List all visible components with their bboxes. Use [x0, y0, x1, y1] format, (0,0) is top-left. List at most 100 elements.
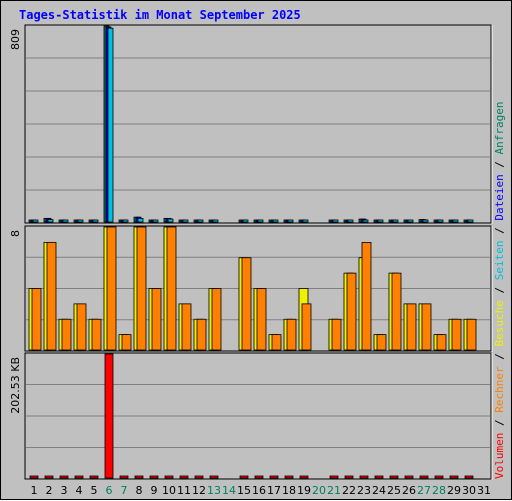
bar-seiten-day-8	[137, 217, 144, 223]
bar-rechner-day-1	[31, 288, 42, 351]
bar-seiten-day-11	[182, 219, 189, 223]
x-tick-label-29: 29	[447, 484, 461, 497]
bar-rechner-day-19	[301, 303, 312, 351]
bar-seiten-day-23	[362, 219, 369, 223]
x-tick-label-24: 24	[372, 484, 386, 497]
bar-seiten-day-12	[197, 219, 204, 223]
legend-besuche: Besuche	[493, 300, 506, 347]
bar-seiten-day-25	[392, 219, 399, 223]
bar-volumen-day-28	[434, 475, 444, 479]
bar-volumen-day-10	[164, 475, 174, 479]
bar-rechner-day-24	[376, 334, 387, 351]
legend-separator: /	[493, 154, 506, 175]
x-tick-label-18: 18	[282, 484, 296, 497]
x-tick-label-12: 12	[192, 484, 206, 497]
bar-seiten-day-17	[272, 219, 279, 223]
legend-seiten: Seiten	[493, 240, 506, 281]
bar-volumen-day-4	[74, 475, 84, 479]
bar-seiten-day-16	[257, 219, 264, 223]
bar-volumen-day-17	[269, 475, 279, 479]
bar-volumen-day-6	[104, 353, 114, 479]
bar-volumen-day-23	[359, 475, 369, 479]
legend-separator: /	[493, 412, 506, 433]
legend-separator: /	[493, 280, 506, 301]
bar-rechner-day-22	[346, 272, 357, 351]
panel-1-ymax-label: 809	[9, 29, 22, 50]
bar-seiten-day-27	[422, 219, 429, 223]
bar-volumen-day-19	[299, 475, 309, 479]
bar-rechner-day-3	[61, 318, 72, 351]
bar-rechner-day-2	[46, 241, 57, 351]
bar-volumen-day-24	[374, 475, 384, 479]
bar-seiten-day-21	[332, 219, 339, 223]
bar-rechner-day-29	[451, 318, 462, 351]
legend-rechner: Rechner	[493, 366, 506, 413]
bar-volumen-day-12	[194, 475, 204, 479]
bar-rechner-day-21	[331, 318, 342, 351]
bar-rechner-day-16	[256, 288, 267, 351]
bar-volumen-day-30	[464, 475, 474, 479]
side-legend: Volumen / Rechner / Besuche / Seiten / D…	[493, 101, 506, 479]
x-tick-label-4: 4	[76, 484, 83, 497]
bar-seiten-day-7	[122, 219, 129, 223]
bar-seiten-day-18	[287, 219, 294, 223]
bar-volumen-day-15	[239, 475, 249, 479]
bar-rechner-day-10	[166, 226, 177, 351]
bar-rechner-day-30	[466, 318, 477, 351]
x-tick-label-15: 15	[237, 484, 251, 497]
x-tick-label-22: 22	[342, 484, 356, 497]
bar-rechner-day-23	[361, 241, 372, 351]
bar-seiten-day-6	[107, 27, 114, 223]
bar-seiten-day-4	[77, 219, 84, 223]
chart-title: Tages-Statistik im Monat September 2025	[19, 8, 301, 22]
x-tick-label-16: 16	[252, 484, 266, 497]
bar-volumen-day-16	[254, 475, 264, 479]
bar-rechner-day-17	[271, 334, 282, 351]
bar-rechner-day-5	[91, 318, 102, 351]
bar-seiten-day-1	[32, 219, 39, 223]
x-tick-label-17: 17	[267, 484, 281, 497]
x-tick-label-3: 3	[61, 484, 68, 497]
bar-volumen-day-8	[134, 475, 144, 479]
x-tick-label-21: 21	[327, 484, 341, 497]
bar-seiten-day-13	[212, 219, 219, 223]
bar-seiten-day-10	[167, 218, 174, 223]
bar-volumen-day-11	[179, 475, 189, 479]
bar-rechner-day-26	[406, 303, 417, 351]
bar-volumen-day-9	[149, 475, 159, 479]
x-tick-label-31: 31	[477, 484, 491, 497]
legend-dateien: Dateien	[493, 174, 506, 221]
bar-volumen-day-7	[119, 475, 129, 479]
bar-rechner-day-9	[151, 288, 162, 351]
bar-seiten-day-29	[452, 219, 459, 223]
x-tick-label-9: 9	[151, 484, 158, 497]
bar-seiten-day-24	[377, 219, 384, 223]
x-tick-label-14: 14	[222, 484, 236, 497]
bar-volumen-day-21	[329, 475, 339, 479]
bar-seiten-day-19	[302, 219, 309, 223]
panel-3-ymax-label: 202.53 KB	[9, 357, 22, 414]
x-tick-label-11: 11	[177, 484, 191, 497]
bar-rechner-day-25	[391, 272, 402, 351]
bar-rechner-day-4	[76, 303, 87, 351]
bar-volumen-day-3	[59, 475, 69, 479]
bar-seiten-day-9	[152, 219, 159, 223]
bar-seiten-day-5	[92, 219, 99, 223]
bar-volumen-day-2	[44, 475, 54, 479]
bar-volumen-day-25	[389, 475, 399, 479]
x-tick-label-6: 6	[106, 484, 113, 497]
bar-seiten-day-22	[347, 219, 354, 223]
bar-volumen-day-29	[449, 475, 459, 479]
x-tick-label-1: 1	[31, 484, 38, 497]
bar-volumen-day-22	[344, 475, 354, 479]
bar-rechner-day-7	[121, 334, 132, 351]
x-tick-label-20: 20	[312, 484, 326, 497]
x-tick-label-10: 10	[162, 484, 176, 497]
legend-anfragen: Anfragen	[493, 101, 506, 155]
bar-seiten-day-28	[437, 219, 444, 223]
bar-seiten-day-15	[242, 219, 249, 223]
x-tick-label-8: 8	[136, 484, 143, 497]
legend-separator: /	[493, 220, 506, 241]
bar-volumen-day-13	[209, 475, 219, 479]
